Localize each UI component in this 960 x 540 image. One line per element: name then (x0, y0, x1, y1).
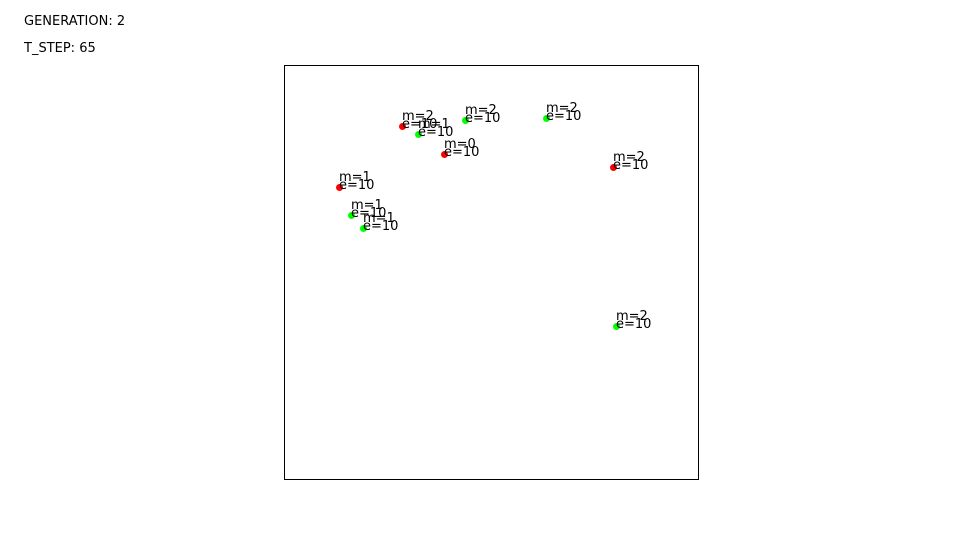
agent-dot (347, 211, 355, 219)
agent-m-label: m=2 (613, 150, 645, 165)
agent-dot (461, 116, 469, 124)
agent-e-label: e=10 (339, 178, 375, 193)
agent-e-label: e=10 (444, 145, 480, 160)
agent-m-label: m=2 (465, 103, 497, 118)
agent-dot (359, 224, 367, 232)
tstep-value: 65 (79, 41, 96, 56)
agent-m-label: m=2 (616, 309, 648, 324)
agent-e-label: e=10 (351, 206, 387, 221)
agent-dot (440, 150, 448, 158)
agent-e-label: e=10 (465, 111, 501, 126)
agent-m-label: m=1 (351, 198, 383, 213)
agent-m-label: m=1 (339, 170, 371, 185)
agent-dot (335, 183, 343, 191)
agent-dot (609, 163, 617, 171)
agent-dot (398, 122, 406, 130)
agent-m-label: m=1 (363, 211, 395, 226)
agent-m-label: m=2 (546, 101, 578, 116)
agent-dot (612, 322, 620, 330)
generation-value: 2 (116, 14, 126, 29)
timestep-counter: T_STEP: 65 (24, 41, 96, 57)
agent-e-label: e=10 (616, 317, 652, 332)
agent-m-label: m=0 (444, 137, 476, 152)
agent-e-label: e=10 (613, 158, 649, 173)
agent-m-label: m=2 (402, 109, 434, 124)
generation-label: GENERATION: (24, 14, 113, 29)
simulation-arena: m=2 e=10 m=1 e=10 m=2 e=10 m=2 e=10 m=0 … (284, 65, 699, 480)
agent-dot (542, 114, 550, 122)
agent-m-label: m=1 (418, 117, 450, 132)
agent-e-label: e=10 (546, 109, 582, 124)
agent-dot (414, 130, 422, 138)
agent-e-label: e=10 (402, 117, 438, 132)
generation-counter: GENERATION: 2 (24, 14, 125, 30)
tstep-label: T_STEP: (24, 41, 76, 56)
agent-e-label: e=10 (363, 219, 399, 234)
agent-e-label: e=10 (418, 125, 454, 140)
